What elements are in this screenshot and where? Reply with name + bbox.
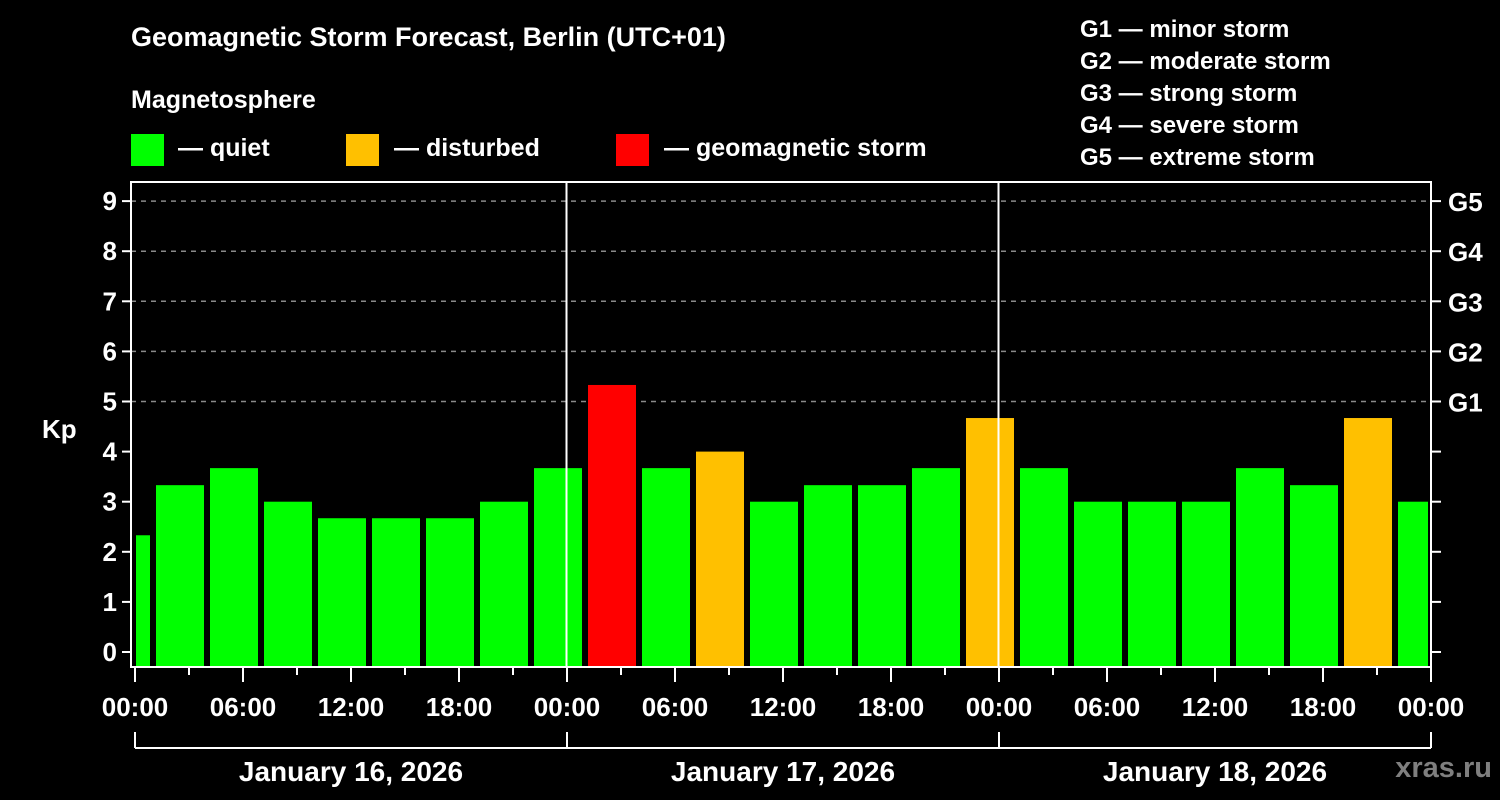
y-axis-label: Kp — [42, 414, 77, 444]
chart-title: Geomagnetic Storm Forecast, Berlin (UTC+… — [131, 22, 726, 52]
kp-bar-quiet — [372, 518, 420, 667]
y-tick-label: 1 — [103, 587, 117, 617]
kp-bar-quiet — [1236, 468, 1284, 667]
g-scale-item: G3 — strong storm — [1080, 80, 1298, 107]
kp-bar-disturbed — [696, 451, 744, 667]
kp-bar-quiet — [804, 485, 852, 667]
legend-swatch-quiet — [131, 134, 164, 166]
x-tick-label: 06:00 — [1074, 692, 1141, 722]
g-level-label: G2 — [1448, 337, 1483, 367]
g-level-label: G4 — [1448, 237, 1483, 267]
kp-bar-storm — [588, 384, 636, 667]
legend-label-quiet: — quiet — [178, 134, 270, 162]
g-level-label: G5 — [1448, 187, 1483, 217]
kp-bar-disturbed — [1344, 418, 1392, 667]
kp-bar-quiet — [426, 518, 474, 667]
kp-bar-quiet — [264, 501, 312, 667]
y-tick-label: 9 — [103, 186, 117, 216]
x-tick-label: 00:00 — [534, 692, 601, 722]
x-tick-label: 12:00 — [750, 692, 817, 722]
kp-bar-quiet — [1290, 485, 1338, 667]
legend-label-storm: — geomagnetic storm — [664, 134, 927, 162]
y-tick-label: 7 — [103, 286, 117, 316]
x-tick-label: 06:00 — [642, 692, 709, 722]
kp-bar-quiet — [156, 485, 204, 667]
x-tick-label: 12:00 — [318, 692, 385, 722]
legend-label-disturbed: — disturbed — [394, 134, 540, 162]
legend-title: Magnetosphere — [131, 86, 316, 114]
kp-bar-quiet — [642, 468, 690, 667]
kp-bar-quiet — [1128, 501, 1176, 667]
y-tick-label: 3 — [103, 487, 117, 517]
g-scale-legend: G1 — minor storm G2 — moderate storm G3 … — [1080, 14, 1331, 174]
g-scale-item: G4 — severe storm — [1080, 112, 1299, 139]
kp-bar-disturbed — [966, 418, 1014, 667]
kp-bar-quiet — [210, 468, 258, 667]
x-tick-label: 00:00 — [966, 692, 1033, 722]
kp-bar-quiet — [1398, 501, 1428, 667]
g-scale-item: G1 — minor storm — [1080, 16, 1290, 43]
legend-swatch-disturbed — [346, 134, 379, 166]
kp-bar-quiet — [1182, 501, 1230, 667]
x-tick-label: 18:00 — [426, 692, 493, 722]
g-scale-item: G2 — moderate storm — [1080, 48, 1331, 75]
g-level-label: G1 — [1448, 388, 1483, 418]
x-tick-label: 18:00 — [1290, 692, 1357, 722]
day-label: January 18, 2026 — [1103, 756, 1327, 787]
kp-bar-quiet — [750, 501, 798, 667]
x-tick-label: 18:00 — [858, 692, 925, 722]
y-tick-label: 6 — [103, 336, 117, 366]
g-level-label: G3 — [1448, 287, 1483, 317]
y-tick-label: 4 — [103, 437, 118, 467]
day-label: January 17, 2026 — [671, 756, 895, 787]
legend-swatch-storm — [616, 134, 649, 166]
kp-bar-quiet — [480, 501, 528, 667]
y-tick-label: 5 — [103, 387, 117, 417]
kp-bar-quiet — [1020, 468, 1068, 667]
x-tick-label: 06:00 — [210, 692, 277, 722]
kp-bar-quiet — [136, 535, 150, 667]
kp-bar-quiet — [534, 468, 582, 667]
x-tick-label: 00:00 — [102, 692, 169, 722]
y-tick-label: 8 — [103, 236, 117, 266]
kp-bar-quiet — [858, 485, 906, 667]
x-tick-label: 00:00 — [1398, 692, 1465, 722]
watermark: xras.ru — [1395, 752, 1492, 784]
y-tick-label: 0 — [103, 637, 117, 667]
kp-bar-quiet — [1074, 501, 1122, 667]
g-scale-item: G5 — extreme storm — [1080, 144, 1315, 171]
kp-bar-quiet — [318, 518, 366, 667]
y-tick-label: 2 — [103, 537, 117, 567]
x-tick-label: 12:00 — [1182, 692, 1249, 722]
day-label: January 16, 2026 — [239, 756, 463, 787]
kp-bar-quiet — [912, 468, 960, 667]
plot-frame — [130, 181, 1432, 668]
